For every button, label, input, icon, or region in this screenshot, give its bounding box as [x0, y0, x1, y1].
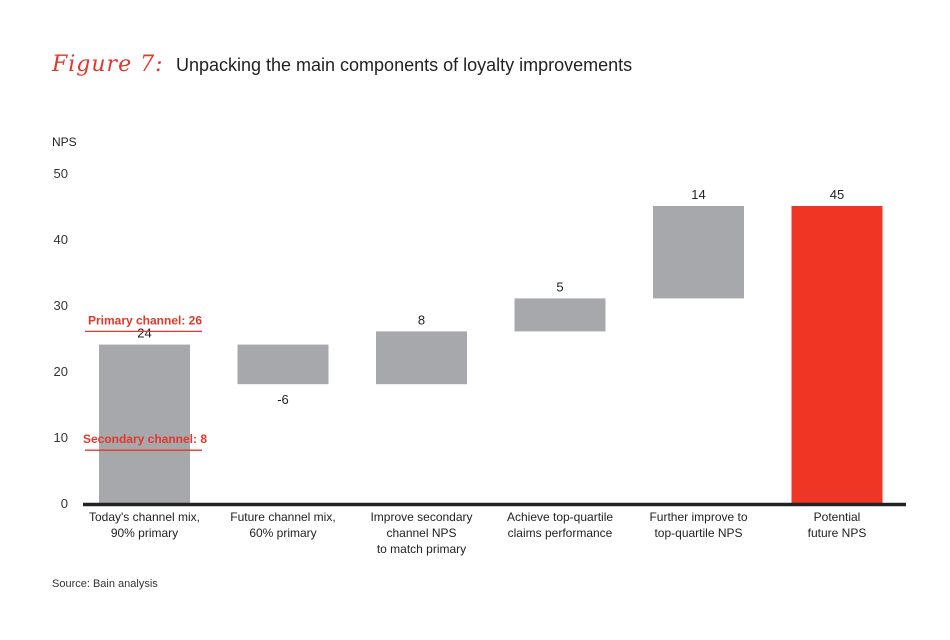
- waterfall-bar: [653, 206, 744, 299]
- data-label: 24: [137, 326, 151, 341]
- reference-label: Primary channel: 26: [88, 313, 202, 327]
- waterfall-bar: [514, 298, 606, 332]
- x-category-label: Today's channel mix, 90% primary: [89, 510, 200, 540]
- x-category-label: Further improve to top-quartile NPS: [649, 510, 747, 540]
- x-category-label: Future channel mix, 60% primary: [230, 510, 335, 540]
- x-category-label: Achieve top-quartile claims performance: [507, 510, 613, 540]
- data-label: -6: [277, 392, 289, 407]
- waterfall-bar: [376, 331, 467, 385]
- waterfall-bar: [237, 344, 329, 385]
- figure-label: Figure 7:: [52, 52, 164, 77]
- y-tick-label: 30: [54, 298, 68, 313]
- data-label: 8: [418, 312, 425, 327]
- y-axis-label: NPS: [52, 135, 77, 149]
- reference-label: Secondary channel: 8: [83, 432, 207, 446]
- y-tick-label: 40: [54, 232, 68, 247]
- y-tick-label: 50: [54, 166, 68, 181]
- y-tick-label: 0: [61, 496, 68, 511]
- waterfall-bar: [791, 206, 883, 503]
- source-note: Source: Bain analysis: [52, 578, 158, 590]
- y-tick-label: 10: [54, 430, 68, 445]
- y-tick-label: 20: [54, 364, 68, 379]
- x-category-label: Potential future NPS: [808, 510, 867, 540]
- data-label: 5: [556, 279, 563, 294]
- figure-title: Unpacking the main components of loyalty…: [175, 55, 633, 75]
- data-label: 45: [830, 187, 844, 202]
- data-label: 14: [691, 187, 705, 202]
- figure-title-row: Figure 7: Unpacking the main components …: [52, 52, 632, 77]
- x-category-label: Improve secondary channel NPS to match pri…: [370, 510, 472, 556]
- waterfall-bar: [99, 344, 190, 503]
